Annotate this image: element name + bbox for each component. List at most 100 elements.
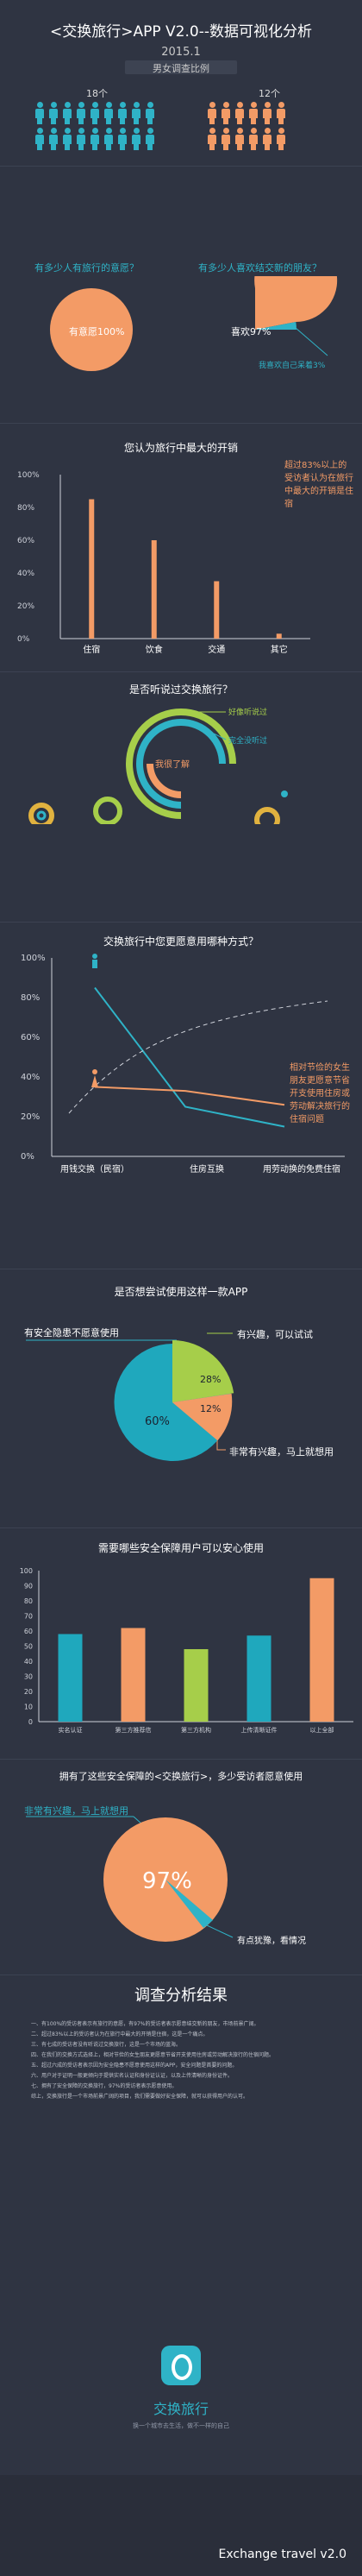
tryapp-pct-yes: 12% bbox=[200, 1403, 222, 1414]
result-item: 四、在我们的交换方式选择上，相对节俭的女生朋友更愿意节省开支使用住房或劳动解决旅… bbox=[31, 2052, 275, 2058]
footer-band bbox=[0, 2475, 362, 2576]
divider bbox=[0, 423, 362, 424]
female-person-icon bbox=[276, 128, 286, 150]
result-item: 三、有七成的受访者没有听说过交换旅行，这是一个市场的蓝海。 bbox=[31, 2042, 182, 2048]
pie-alone-label: 我喜欢自己呆着3% bbox=[259, 362, 326, 370]
male-person-icon bbox=[62, 102, 72, 124]
male-person-icon bbox=[62, 128, 72, 150]
willing2-yes-label: 非常有兴趣，马上就想用 bbox=[24, 1805, 128, 1817]
pie-willing-label: 有意愿100% bbox=[69, 326, 125, 337]
divider bbox=[0, 166, 362, 167]
willing2-slice-concern bbox=[165, 1880, 213, 1928]
x-tick-label: 饮食 bbox=[146, 644, 163, 655]
tryapp-maybe-label: 有兴趣，可以试试 bbox=[237, 1329, 313, 1340]
female-icon-group bbox=[207, 102, 310, 154]
female-person-icon bbox=[262, 102, 272, 124]
page-date: 2015.1 bbox=[161, 46, 201, 59]
female-person-icon bbox=[276, 102, 286, 124]
x-tick-label: 住房互换 bbox=[190, 1163, 224, 1175]
results-list: 一、有100%的受访者表示有旅行的意愿，有97%的受访者表示愿意结交新的朋友，市… bbox=[31, 2019, 333, 2102]
male-person-icon bbox=[131, 128, 141, 150]
willing-question-right: 有多少人喜欢结交新的朋友？ bbox=[198, 262, 321, 274]
female-person-icon bbox=[207, 102, 217, 124]
x-tick-label: 第三方机构 bbox=[181, 1726, 211, 1734]
result-item: 六、用户对于证明一般更倾向于提供实名认证和身份证认证，以及上传清晰的身份证件。 bbox=[31, 2073, 234, 2079]
security-heading: 需要哪些安全保障用户可以安心使用 bbox=[97, 1542, 264, 1554]
willing2-pie bbox=[26, 1816, 234, 1942]
x-tick-label: 第三方推荐信 bbox=[115, 1726, 152, 1734]
female-count: 12个 bbox=[259, 88, 280, 99]
y-tick-label: 40% bbox=[21, 1073, 40, 1082]
security-bar bbox=[247, 1635, 272, 1722]
male-person-icon bbox=[117, 102, 128, 124]
male-person-icon bbox=[90, 128, 100, 150]
pie-callout-line bbox=[295, 327, 328, 356]
male-icon-group bbox=[34, 102, 164, 154]
x-tick-label: 以上全部 bbox=[310, 1726, 334, 1734]
tryapp-heading: 是否想尝试使用这样一款APP bbox=[114, 1286, 248, 1298]
x-tick-label: 实名认证 bbox=[59, 1726, 83, 1734]
tryapp-yes-label: 非常有兴趣，马上就想用 bbox=[229, 1446, 334, 1458]
y-tick-label: 0 bbox=[28, 1718, 33, 1726]
female-person-icon bbox=[248, 128, 259, 150]
female-person-icon bbox=[248, 102, 259, 124]
pie-slice-like bbox=[254, 276, 338, 330]
female-person-icon bbox=[221, 128, 231, 150]
willing2-concern-callout bbox=[206, 1924, 234, 1938]
ring-full-callout bbox=[213, 733, 227, 740]
male-person-icon bbox=[48, 102, 59, 124]
male-person-icon bbox=[48, 128, 59, 150]
male-person-icon bbox=[76, 102, 86, 124]
willing2-heading: 拥有了这些安全保障的<交换旅行>，多少受访者愿意使用 bbox=[59, 1771, 303, 1782]
page-header: <交换旅行>APP V2.0--数据可视化分析 2015.1 bbox=[0, 19, 362, 59]
page-title: <交换旅行>APP V2.0--数据可视化分析 bbox=[50, 23, 312, 41]
ring-good bbox=[126, 709, 236, 819]
trend-dashed-line bbox=[68, 1000, 328, 1114]
male-count: 18个 bbox=[86, 88, 108, 99]
y-tick-label: 80% bbox=[21, 993, 40, 1003]
female-marker-icon bbox=[92, 1069, 97, 1074]
gender-heading-bg bbox=[125, 60, 237, 74]
y-tick-label: 100 bbox=[20, 1567, 33, 1575]
ring-decor-green bbox=[93, 797, 122, 824]
footer-app-name: 交换旅行 bbox=[153, 2401, 209, 2417]
expense-bar bbox=[151, 540, 157, 639]
x-tick-label: 交通 bbox=[208, 644, 225, 655]
ring-decor-teal bbox=[36, 810, 47, 821]
expense-heading: 您认为旅行中最大的开销 bbox=[123, 442, 238, 454]
ring-decor-yellow bbox=[28, 803, 54, 824]
footer-slogan: 换一个城市去生活，做不一样的自己 bbox=[133, 2422, 229, 2429]
y-tick-label: 80 bbox=[24, 1597, 33, 1605]
y-tick-label: 0% bbox=[21, 1152, 34, 1162]
tryapp-slice-yes bbox=[172, 1393, 233, 1441]
y-tick-label: 20% bbox=[17, 602, 34, 611]
footer-english: Exchange travel v2.0 bbox=[218, 2548, 346, 2561]
pie-slice-alone bbox=[255, 322, 296, 330]
male-person-icon bbox=[34, 102, 45, 124]
willing2-pct: 97% bbox=[142, 1868, 192, 1894]
method-line-chart: 100% 80% 60% 40% 20% 0% 用钱交换（民宿） 住房互换 用劳动换的免费住宿 bbox=[21, 954, 345, 1175]
ring-know bbox=[147, 763, 182, 798]
x-tick-label: 其它 bbox=[271, 644, 288, 655]
pie-like-label: 喜欢97% bbox=[231, 326, 272, 337]
male-person-icon bbox=[117, 128, 128, 150]
y-tick-label: 40 bbox=[24, 1658, 33, 1666]
male-person-icon bbox=[145, 128, 155, 150]
x-tick-label: 用劳动换的免费住宿 bbox=[263, 1163, 340, 1175]
security-bar bbox=[184, 1649, 209, 1722]
ring-good-label: 好像听说过 bbox=[228, 709, 268, 717]
female-person-icon bbox=[262, 128, 272, 150]
y-tick-label: 50 bbox=[24, 1643, 33, 1651]
method-heading: 交换旅行中您更愿意用哪种方式？ bbox=[103, 935, 259, 948]
male-person-icon bbox=[103, 102, 114, 124]
y-tick-label: 60 bbox=[24, 1628, 33, 1635]
expense-bar bbox=[276, 633, 282, 639]
female-person-icon bbox=[234, 102, 245, 124]
y-tick-label: 20% bbox=[21, 1112, 40, 1122]
y-tick-label: 100% bbox=[17, 471, 40, 480]
tryapp-no-label: 有安全隐患不愿意使用 bbox=[24, 1327, 119, 1338]
male-person-icon bbox=[76, 128, 86, 150]
ring-full bbox=[136, 719, 226, 809]
divider bbox=[0, 671, 362, 672]
male-line bbox=[94, 986, 285, 1128]
